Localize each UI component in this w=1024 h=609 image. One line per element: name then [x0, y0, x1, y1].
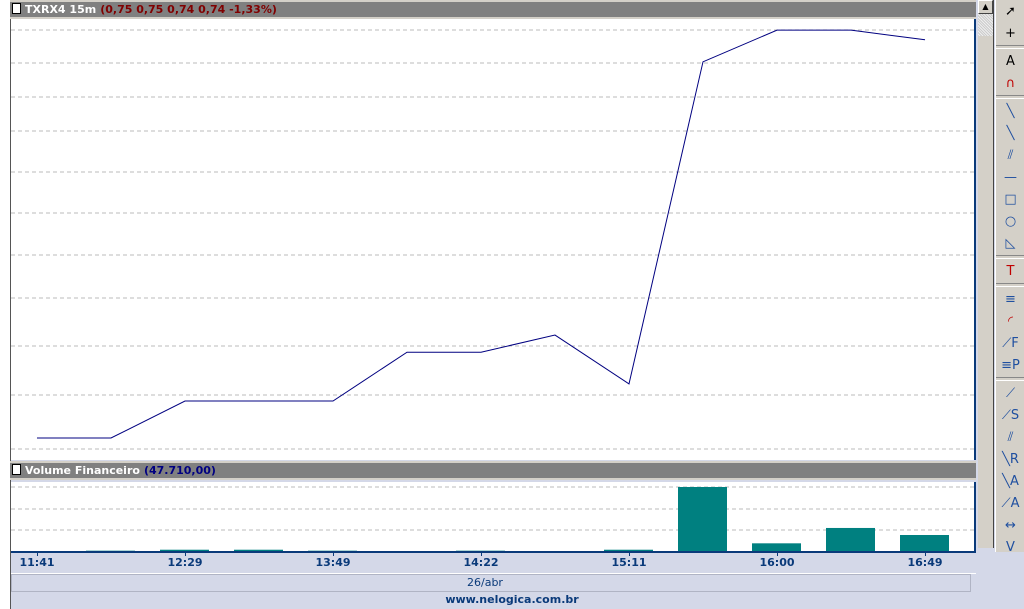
left-border: [0, 0, 11, 609]
magnet-icon[interactable]: ∩: [1005, 75, 1016, 91]
horizontal-line-icon[interactable]: —: [1004, 169, 1017, 185]
volume-bar: [234, 549, 283, 551]
volume-bar: [604, 549, 653, 551]
measure-icon[interactable]: ↔: [1005, 517, 1016, 533]
volume-value: (47.710,00): [143, 464, 216, 477]
pointer-icon[interactable]: ➚: [1005, 3, 1016, 19]
time-tick-label: 11:41: [19, 556, 55, 569]
volume-bar: [752, 543, 801, 551]
toolbar-separator: [996, 377, 1024, 381]
toolbar-separator: [996, 255, 1024, 259]
volume-chart[interactable]: [11, 482, 976, 553]
fibonacci-p-icon[interactable]: ≡P: [1001, 357, 1020, 373]
volume-panel-header: Volume Financeiro (47.710,00): [10, 461, 976, 480]
drawing-toolbar: ➚ + A ∩ ╲ ╲ ⫽ — □ ○ ◺ T ≡ ◜ ⟋F ≡P ⟋ ⟋S ⫽ ╲R ╲A ⟋A ↔ V: [995, 0, 1024, 555]
crosshair-icon[interactable]: +: [1005, 25, 1016, 41]
symbol-label: TXRX4 15m: [25, 3, 97, 16]
volume-bar: [826, 527, 875, 551]
text-T-icon[interactable]: T: [1006, 263, 1015, 279]
scroll-thumb[interactable]: [978, 14, 993, 36]
cycle-icon[interactable]: V: [1006, 539, 1015, 555]
price-values: (0,75 0,75 0,74 0,74 -1,33%): [100, 3, 277, 16]
toolbar-separator: [996, 45, 1024, 49]
text-A-icon[interactable]: A: [1006, 53, 1015, 69]
vertical-scrollbar[interactable]: ▲: [978, 0, 994, 548]
tick-mark: [481, 551, 482, 556]
time-tick-label: 15:11: [611, 556, 647, 569]
parallel-lines-icon[interactable]: ⫽: [1007, 147, 1014, 163]
rectangle-icon[interactable]: □: [1004, 191, 1017, 207]
time-tick-label: 13:49: [315, 556, 351, 569]
tick-mark: [37, 551, 38, 556]
toolbar-separator: [996, 95, 1024, 99]
regression-icon[interactable]: ╲R: [1002, 451, 1019, 467]
date-label: 26/abr: [467, 576, 503, 589]
footer-url[interactable]: www.nelogica.com.br: [445, 593, 579, 606]
price-line: [37, 29, 926, 439]
speed-s-icon[interactable]: ⟋S: [1001, 407, 1020, 423]
tick-mark: [185, 551, 186, 556]
time-axis: 11:41 12:29 13:49 14:22 15:11 16:00 16:49: [11, 551, 976, 574]
speed-lines-icon[interactable]: ⟋: [1005, 385, 1016, 401]
time-tick-label: 12:29: [167, 556, 203, 569]
fibonacci-arc-icon[interactable]: ◜: [1007, 313, 1014, 329]
channel-icon[interactable]: ⫽: [1007, 429, 1014, 445]
line-icon[interactable]: ╲: [1006, 103, 1015, 119]
price-panel-header: TXRX4 15m (0,75 0,75 0,74 0,74 -1,33%): [10, 0, 976, 19]
andrews-icon[interactable]: ╲A: [1002, 473, 1019, 489]
ellipse-icon[interactable]: ○: [1004, 213, 1017, 229]
toolbar-separator: [996, 283, 1024, 287]
triangle-icon[interactable]: ◺: [1005, 235, 1016, 251]
volume-bar: [160, 549, 209, 551]
volume-bar: [900, 535, 949, 551]
time-tick-label: 16:00: [759, 556, 795, 569]
tick-mark: [629, 551, 630, 556]
fibonacci-fan-icon[interactable]: ⟋F: [1002, 335, 1019, 351]
panel-toggle-icon[interactable]: [12, 464, 21, 475]
ray-icon[interactable]: ╲: [1006, 125, 1015, 141]
tick-mark: [777, 551, 778, 556]
panel-toggle-icon[interactable]: [12, 3, 21, 14]
angle-a-icon[interactable]: ⟋A: [1001, 495, 1020, 511]
tick-mark: [925, 551, 926, 556]
volume-bar: [678, 487, 727, 551]
price-chart[interactable]: [11, 19, 976, 460]
scroll-up-button[interactable]: ▲: [978, 0, 993, 14]
time-tick-label: 14:22: [463, 556, 499, 569]
date-bar: 26/abr: [11, 574, 971, 592]
tick-mark: [333, 551, 334, 556]
horizontal-lines-icon[interactable]: ≡: [1005, 291, 1016, 307]
volume-title: Volume Financeiro: [25, 464, 140, 477]
time-tick-label: 16:49: [907, 556, 943, 569]
